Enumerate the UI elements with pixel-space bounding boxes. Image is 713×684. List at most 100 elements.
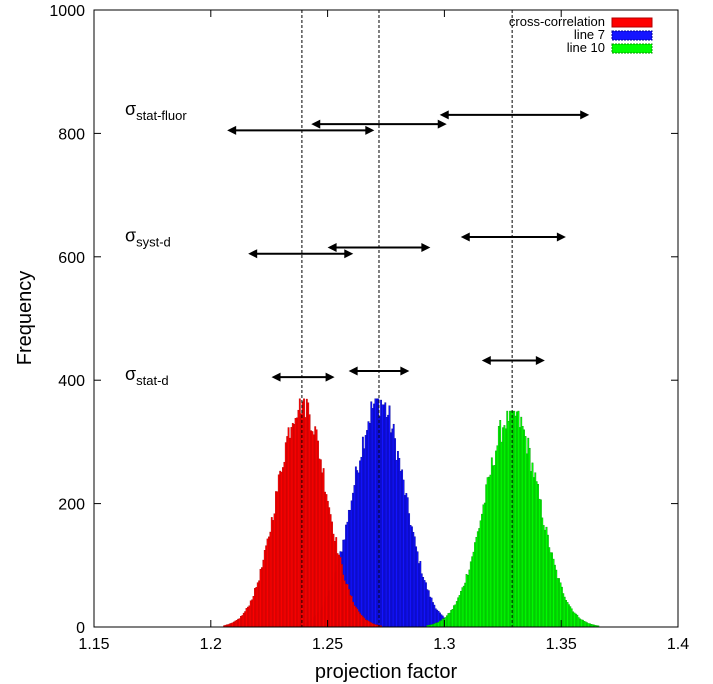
bar (342, 574, 345, 628)
bar (325, 494, 328, 628)
bar (276, 491, 279, 628)
bar (409, 525, 412, 628)
bar (514, 415, 517, 628)
bar (587, 623, 590, 628)
y-tick-label: 0 (76, 620, 85, 637)
bar (312, 434, 315, 628)
bar (486, 477, 489, 628)
bar (233, 621, 235, 628)
bar (555, 569, 558, 628)
arrow-head-right (556, 232, 566, 242)
bar (375, 398, 378, 628)
legend-label: line 10 (567, 40, 605, 55)
bar (397, 451, 399, 628)
bar (352, 601, 354, 628)
bar (447, 613, 450, 628)
bar (455, 601, 458, 628)
bar (500, 441, 503, 628)
bar (360, 615, 363, 628)
bar (238, 618, 241, 628)
arrow-head-left (248, 249, 258, 259)
bar (359, 613, 361, 628)
bar (434, 622, 437, 628)
legend-swatch (611, 17, 653, 28)
y-axis-label: Frequency (14, 271, 36, 366)
bar (247, 606, 249, 628)
bar (436, 622, 439, 628)
bar (492, 465, 495, 628)
bar (266, 538, 269, 628)
bar (280, 471, 283, 628)
arrow-head-right (421, 243, 431, 253)
bar (356, 608, 359, 628)
bar (399, 470, 402, 628)
bar (479, 520, 482, 628)
bar (283, 461, 286, 628)
bar (416, 551, 419, 628)
bar (314, 426, 317, 628)
bar (258, 580, 261, 628)
bar (509, 410, 511, 628)
bar (401, 469, 404, 628)
bar (422, 577, 425, 628)
legend-swatch (611, 30, 653, 41)
bar (390, 432, 392, 628)
bar (286, 436, 289, 628)
bar (294, 417, 297, 628)
bar (364, 435, 367, 628)
bar (395, 459, 398, 628)
bar (507, 420, 510, 628)
bar (366, 430, 368, 628)
bar (255, 587, 258, 628)
bar (282, 467, 284, 628)
y-tick-label: 600 (58, 250, 85, 267)
bar (329, 514, 332, 628)
bar (488, 476, 490, 628)
bar (450, 609, 453, 628)
bar (544, 529, 546, 628)
x-axis-label: projection factor (315, 661, 458, 683)
x-tick-label: 1.15 (78, 636, 109, 653)
bar (357, 611, 360, 628)
bar (565, 600, 568, 628)
bar (541, 517, 544, 628)
arrow-head-right (400, 366, 410, 376)
bar (357, 472, 360, 628)
bar (307, 402, 310, 628)
bar (413, 536, 416, 628)
bar (383, 404, 385, 628)
bar (263, 550, 266, 628)
bar (254, 588, 256, 628)
bar (251, 599, 254, 628)
bar (521, 426, 524, 628)
bar (336, 553, 339, 628)
bar (402, 479, 405, 628)
bar (534, 472, 537, 628)
bar (430, 597, 433, 628)
bar (481, 513, 483, 628)
bar (235, 620, 238, 628)
bar (388, 405, 391, 628)
arrow-head-left (311, 119, 321, 129)
bar (374, 398, 377, 628)
bar (406, 497, 409, 628)
bar (370, 401, 373, 628)
arrow-head-left (481, 355, 491, 365)
bar (549, 552, 552, 628)
bar (350, 596, 353, 628)
bar (394, 438, 397, 628)
bar (490, 457, 493, 628)
bar (385, 417, 388, 628)
bar (270, 517, 273, 628)
bar (482, 504, 485, 628)
bar (586, 622, 589, 628)
bar (552, 558, 555, 628)
bar (415, 546, 418, 628)
bar (290, 427, 293, 628)
bar (563, 596, 566, 628)
bar (296, 417, 298, 628)
bar (339, 556, 342, 628)
bar (359, 460, 361, 628)
bar (237, 618, 240, 628)
